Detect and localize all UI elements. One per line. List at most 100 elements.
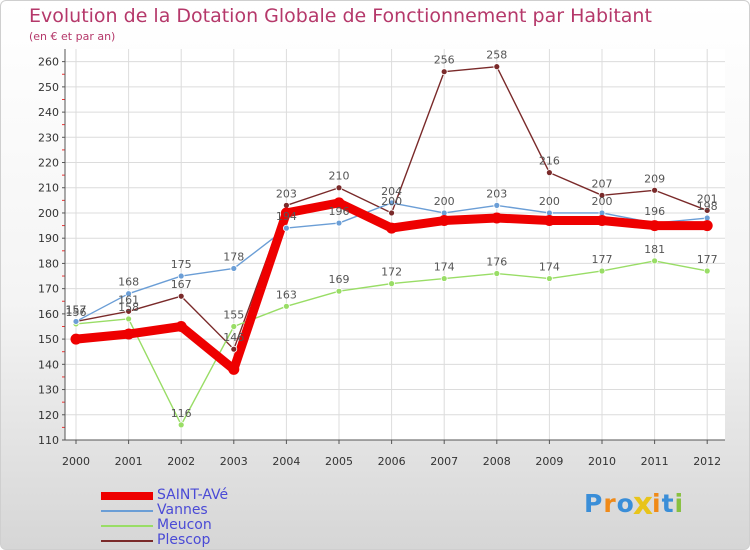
data-point bbox=[72, 318, 80, 325]
data-point bbox=[230, 323, 238, 330]
logo-letter: P bbox=[584, 489, 604, 518]
logo-letter: i bbox=[674, 489, 685, 518]
y-tick-label: 140 bbox=[38, 358, 59, 371]
y-tick-label: 150 bbox=[38, 333, 59, 346]
data-point bbox=[598, 191, 606, 199]
data-label: 161 bbox=[118, 293, 139, 306]
logo-letter: t bbox=[661, 489, 675, 518]
x-tick-label: 2003 bbox=[220, 455, 248, 468]
data-label: 200 bbox=[592, 195, 613, 208]
logo-letter: i bbox=[652, 489, 662, 518]
data-point bbox=[282, 302, 290, 310]
y-tick-label: 200 bbox=[38, 207, 59, 220]
data-label: 167 bbox=[171, 278, 192, 291]
data-label: 174 bbox=[539, 261, 560, 274]
data-point bbox=[335, 219, 343, 227]
x-tick-label: 2010 bbox=[588, 455, 616, 468]
data-label: 177 bbox=[697, 253, 718, 266]
data-label: 200 bbox=[434, 195, 455, 208]
data-point bbox=[546, 275, 553, 282]
data-label: 256 bbox=[434, 54, 455, 67]
data-point bbox=[228, 363, 240, 375]
data-label: 198 bbox=[697, 200, 718, 213]
data-point bbox=[125, 290, 132, 298]
data-point bbox=[596, 215, 608, 227]
data-point bbox=[125, 315, 132, 323]
x-tick-label: 2005 bbox=[325, 455, 353, 468]
y-tick-label: 130 bbox=[38, 384, 59, 397]
data-label: 203 bbox=[276, 187, 297, 200]
x-tick-label: 2008 bbox=[483, 455, 511, 468]
data-point bbox=[230, 265, 238, 272]
x-tick-label: 2012 bbox=[693, 455, 721, 468]
x-tick-label: 2006 bbox=[378, 455, 406, 468]
data-point bbox=[177, 292, 185, 300]
data-point bbox=[335, 287, 343, 295]
data-point bbox=[175, 320, 187, 332]
data-label: 181 bbox=[644, 243, 665, 256]
data-label: 146 bbox=[223, 331, 244, 344]
y-tick-label: 110 bbox=[38, 434, 59, 447]
data-label: 116 bbox=[171, 407, 192, 420]
data-point bbox=[386, 222, 398, 234]
y-tick-label: 260 bbox=[38, 56, 59, 69]
data-label: 194 bbox=[276, 210, 297, 223]
data-label: 172 bbox=[381, 266, 402, 279]
data-label: 177 bbox=[592, 253, 613, 266]
data-point bbox=[333, 197, 345, 209]
legend-label: Meucon bbox=[157, 517, 212, 533]
data-label: 258 bbox=[486, 49, 507, 62]
data-label: 209 bbox=[644, 172, 665, 185]
legend-item: Meucon bbox=[101, 518, 228, 533]
legend-swatch bbox=[101, 491, 153, 500]
x-tick-label: 2001 bbox=[115, 455, 143, 468]
data-label: 196 bbox=[329, 205, 350, 218]
y-tick-label: 210 bbox=[38, 182, 59, 195]
proxiti-logo: Proxiti bbox=[584, 485, 685, 521]
data-label: 168 bbox=[118, 276, 139, 289]
data-point bbox=[649, 220, 661, 232]
data-point bbox=[280, 207, 292, 219]
y-tick-label: 250 bbox=[38, 81, 59, 94]
data-point bbox=[440, 275, 448, 282]
data-point bbox=[123, 328, 135, 340]
data-label: 156 bbox=[66, 306, 87, 319]
data-point bbox=[177, 421, 185, 429]
data-label: 157 bbox=[66, 303, 87, 316]
x-tick-label: 2004 bbox=[272, 455, 300, 468]
logo-letter: o bbox=[616, 489, 635, 518]
data-label: 210 bbox=[329, 170, 350, 183]
data-point bbox=[388, 199, 396, 207]
y-tick-label: 240 bbox=[38, 106, 59, 119]
data-point bbox=[651, 257, 658, 265]
x-tick-label: 2009 bbox=[535, 455, 563, 468]
data-point bbox=[440, 68, 448, 76]
legend-item: SAINT-AVé bbox=[101, 488, 228, 503]
data-label: 155 bbox=[223, 308, 244, 321]
logo-letter: x bbox=[632, 485, 655, 522]
data-label: 174 bbox=[434, 261, 455, 274]
data-point bbox=[388, 209, 396, 217]
data-point bbox=[282, 224, 290, 232]
data-label: 196 bbox=[644, 205, 665, 218]
x-tick-label: 2000 bbox=[62, 455, 90, 468]
data-point bbox=[546, 169, 553, 177]
data-label: 158 bbox=[118, 301, 139, 314]
data-point bbox=[493, 270, 501, 277]
legend-label: Vannes bbox=[157, 502, 208, 518]
data-label: 204 bbox=[381, 185, 402, 198]
y-tick-label: 160 bbox=[38, 308, 59, 321]
data-point bbox=[543, 215, 555, 227]
y-tick-label: 180 bbox=[38, 257, 59, 270]
chart-title: Evolution de la Dotation Globale de Fonc… bbox=[29, 5, 652, 27]
y-tick-label: 190 bbox=[38, 232, 59, 245]
y-tick-label: 230 bbox=[38, 131, 59, 144]
data-point bbox=[598, 267, 606, 275]
y-tick-label: 170 bbox=[38, 283, 59, 296]
data-point bbox=[703, 267, 711, 275]
data-point bbox=[177, 272, 185, 280]
data-label: 207 bbox=[592, 177, 613, 190]
logo-letter: r bbox=[603, 489, 617, 518]
